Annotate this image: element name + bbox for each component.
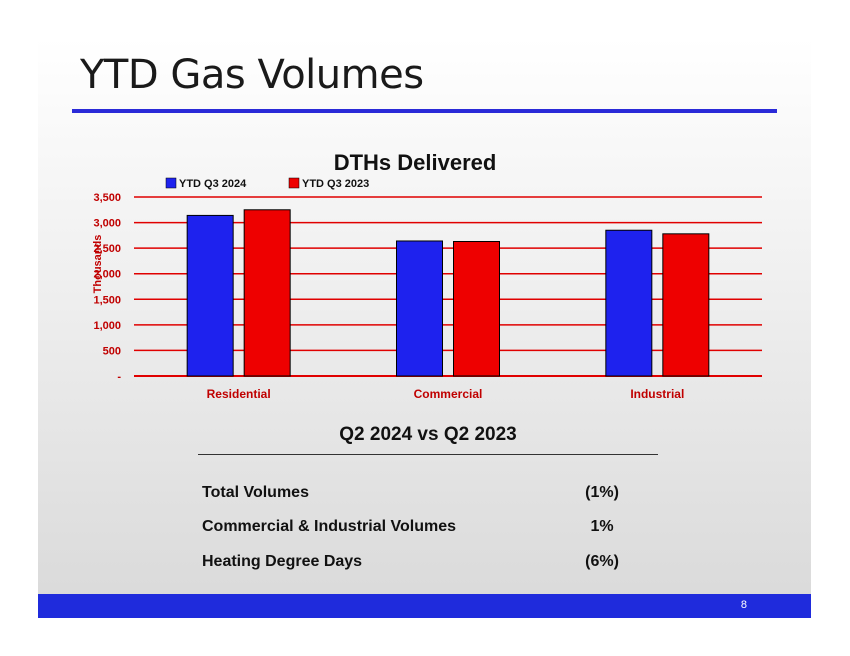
summary-row-commercial-industrial: Commercial & Industrial Volumes 1% [202,518,632,542]
chart-legend: YTD Q3 2024 YTD Q3 2023 [165,177,369,190]
y-tick-label: 1,000 [93,320,121,332]
slide: YTD Gas Volumes DTHs Delivered YTD Q3 20… [38,38,811,618]
x-tick-label: Industrial [630,387,684,401]
chart-bars [186,209,710,377]
title-underline [72,109,777,113]
legend-label: YTD Q3 2024 [179,178,247,190]
legend-swatch [288,177,300,189]
summary-row-value: (6%) [585,553,619,570]
bar-residential-series-2 [243,209,291,377]
y-axis-ticks: - 500 1,000 1,500 2,000 2,500 3,000 3,500 [93,192,121,383]
bar-commercial-series-1 [396,240,443,377]
y-tick-label: 1,500 [93,294,121,306]
summary-row-label: Heating Degree Days [202,553,363,570]
y-tick-label: 3,500 [93,192,121,204]
x-tick-label: Residential [207,387,271,401]
chart-title: DTHs Delivered [334,150,497,175]
x-axis-ticks: Residential Commercial Industrial [207,387,685,401]
summary-heading: Q2 2024 vs Q2 2023 [339,424,517,445]
bar-commercial-series-2 [453,240,500,377]
summary-row-value: (1%) [585,484,619,501]
summary-divider [198,454,658,455]
summary-row-label: Commercial & Industrial Volumes [202,518,456,535]
page-number: 8 [740,599,747,611]
bar-residential-series-1 [186,214,234,377]
y-tick-label: 2,500 [93,243,121,255]
x-tick-label: Commercial [414,387,483,401]
summary-row-label: Total Volumes [202,484,309,501]
slide-title: YTD Gas Volumes [80,52,424,98]
y-tick-label: - [117,371,121,383]
summary-row-total-volumes: Total Volumes (1%) [202,484,632,508]
y-axis-label: Thousands [92,235,104,294]
legend-label: YTD Q3 2023 [302,178,369,190]
bar-industrial-series-1 [605,229,653,377]
y-tick-label: 2,000 [93,269,121,281]
summary-row-value: 1% [590,518,614,535]
footer-bar: 8 [38,594,811,618]
y-tick-label: 3,000 [93,218,121,230]
bar-industrial-series-2 [662,233,710,377]
summary-row-heating-degree-days: Heating Degree Days (6%) [202,553,632,577]
legend-swatch [165,177,177,189]
y-tick-label: 500 [103,345,121,357]
bar-chart: DTHs Delivered YTD Q3 2024 YTD Q3 2023 - 5… [92,150,762,401]
chart-gridlines [134,196,762,377]
